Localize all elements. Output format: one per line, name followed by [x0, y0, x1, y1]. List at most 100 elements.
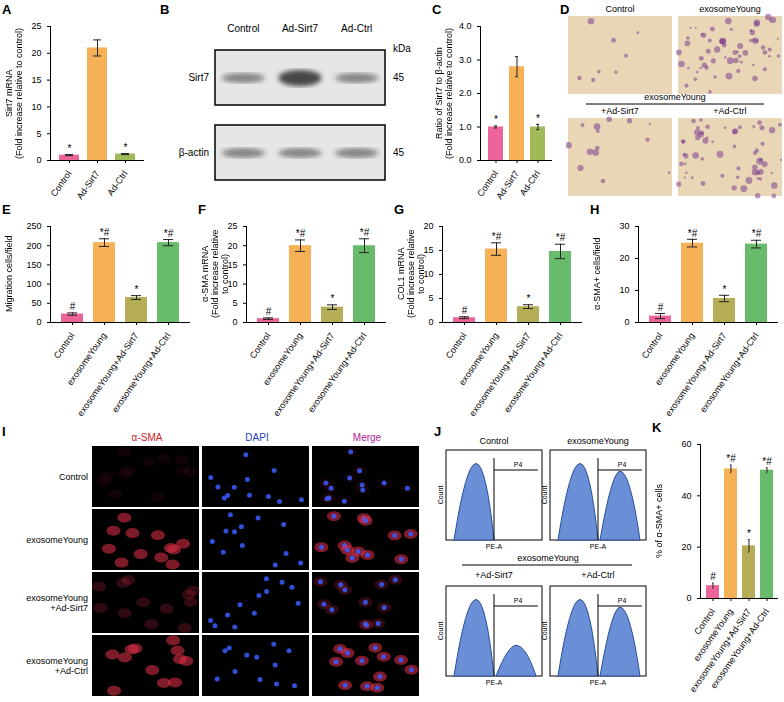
svg-text:PE-A: PE-A — [486, 679, 503, 686]
svg-text:150: 150 — [26, 260, 41, 270]
svg-text:α-SMA: α-SMA — [132, 432, 163, 443]
svg-text:exosomeYoung+Ad-Ctrl: exosomeYoung+Ad-Ctrl — [306, 331, 369, 415]
svg-text:+Ad-Sirt7: +Ad-Sirt7 — [601, 106, 639, 116]
svg-text:Control: Control — [49, 169, 74, 199]
svg-text:60: 60 — [681, 439, 691, 449]
svg-text:exosomeYoung: exosomeYoung — [26, 535, 88, 545]
svg-text:Count: Count — [541, 486, 548, 505]
svg-text:10: 10 — [31, 102, 41, 112]
svg-text:10: 10 — [423, 269, 433, 279]
svg-text:*: * — [124, 142, 128, 153]
svg-text:Ad-Sirt7: Ad-Sirt7 — [494, 169, 521, 201]
svg-text:*: * — [331, 293, 335, 304]
svg-text:100: 100 — [26, 279, 41, 289]
svg-text:45: 45 — [393, 147, 405, 158]
svg-text:Merge: Merge — [353, 432, 382, 443]
svg-text:*: * — [747, 528, 751, 539]
svg-text:P4: P4 — [618, 597, 627, 604]
svg-text:*#: *# — [360, 227, 370, 238]
svg-text:Ad-Ctrl: Ad-Ctrl — [105, 169, 129, 198]
svg-text:PE-A: PE-A — [486, 543, 503, 550]
svg-text:exosomeYoung: exosomeYoung — [644, 92, 706, 102]
svg-text:Control: Control — [479, 436, 508, 446]
svg-text:15: 15 — [31, 75, 41, 85]
svg-text:exosomeYoung+Ad-Sirt7: exosomeYoung+Ad-Sirt7 — [271, 331, 336, 418]
svg-text:*: * — [68, 143, 72, 154]
svg-text:+Ad-Sirt7: +Ad-Sirt7 — [475, 570, 513, 580]
svg-text:20: 20 — [681, 542, 691, 552]
svg-text:10: 10 — [619, 285, 629, 295]
svg-text:3.0: 3.0 — [459, 55, 472, 65]
svg-text:#: # — [462, 305, 468, 316]
svg-text:DAPI: DAPI — [245, 432, 268, 443]
svg-text:exosomeYoung: exosomeYoung — [517, 553, 579, 563]
svg-text:*#: *# — [688, 228, 698, 239]
svg-text:exosomeYoung+Ad-Ctrl: exosomeYoung+Ad-Ctrl — [502, 331, 565, 415]
svg-text:exosomeYoung+Ad-Ctrl: exosomeYoung+Ad-Ctrl — [110, 331, 173, 415]
svg-text:kDa: kDa — [393, 43, 411, 54]
svg-text:*#: *# — [164, 228, 174, 239]
svg-text:+Ad-Ctrl: +Ad-Ctrl — [55, 666, 88, 676]
svg-text:40: 40 — [681, 491, 691, 501]
svg-text:0.0: 0.0 — [459, 155, 472, 165]
svg-text:PE-A: PE-A — [590, 543, 607, 550]
svg-text:*#: *# — [726, 453, 736, 464]
svg-text:50: 50 — [31, 298, 41, 308]
svg-text:0: 0 — [686, 593, 691, 603]
svg-text:0: 0 — [232, 317, 237, 327]
svg-text:*: * — [494, 114, 498, 125]
svg-text:β-actin: β-actin — [179, 147, 209, 158]
svg-text:Count: Count — [437, 486, 444, 505]
svg-text:4.0: 4.0 — [459, 21, 472, 31]
svg-text:#: # — [70, 301, 76, 312]
svg-text:Count: Count — [437, 622, 444, 641]
svg-text:*#: *# — [752, 228, 762, 239]
svg-text:exosomeYoung+Ad-Sirt7: exosomeYoung+Ad-Sirt7 — [663, 331, 728, 418]
svg-text:20: 20 — [31, 48, 41, 58]
svg-text:*: * — [536, 113, 540, 124]
svg-text:Ad-Ctrl: Ad-Ctrl — [341, 23, 372, 34]
svg-text:5: 5 — [36, 129, 41, 139]
svg-text:exosomeYoung: exosomeYoung — [26, 656, 88, 666]
svg-text:25: 25 — [31, 21, 41, 31]
svg-text:exosomeYoung: exosomeYoung — [26, 593, 88, 603]
svg-text:exosomeYoung+Ad-Sirt7: exosomeYoung+Ad-Sirt7 — [467, 331, 532, 418]
svg-text:+Ad-Ctrl: +Ad-Ctrl — [581, 570, 614, 580]
svg-text:exosomeYoung+Ad-Ctrl: exosomeYoung+Ad-Ctrl — [698, 331, 761, 415]
svg-text:20: 20 — [227, 241, 237, 251]
svg-text:Control: Control — [52, 331, 77, 361]
svg-text:exosomeYoung: exosomeYoung — [699, 4, 761, 14]
svg-text:Ad-Ctrl: Ad-Ctrl — [518, 169, 542, 198]
svg-text:exosomeYoung+Ad-Sirt7: exosomeYoung+Ad-Sirt7 — [75, 331, 140, 418]
svg-text:*: * — [135, 284, 139, 295]
svg-text:+Ad-Sirt7: +Ad-Sirt7 — [50, 603, 88, 613]
svg-text:45: 45 — [393, 72, 405, 83]
svg-text:200: 200 — [26, 241, 41, 251]
svg-text:P4: P4 — [618, 461, 627, 468]
svg-text:*#: *# — [492, 231, 502, 242]
svg-text:Control: Control — [640, 331, 665, 361]
svg-text:15: 15 — [227, 260, 237, 270]
svg-text:P4: P4 — [514, 461, 523, 468]
svg-text:PE-A: PE-A — [590, 679, 607, 686]
svg-text:P4: P4 — [514, 597, 523, 604]
svg-text:Control: Control — [227, 23, 259, 34]
svg-text:Control: Control — [248, 331, 273, 361]
svg-text:1.0: 1.0 — [459, 122, 472, 132]
svg-text:Ad-Sirt7: Ad-Sirt7 — [282, 23, 319, 34]
svg-text:5: 5 — [428, 293, 433, 303]
svg-text:Ad-Sirt7: Ad-Sirt7 — [75, 169, 102, 201]
svg-text:+Ad-Ctrl: +Ad-Ctrl — [713, 106, 746, 116]
svg-text:*#: *# — [762, 456, 772, 467]
svg-text:25: 25 — [227, 221, 237, 231]
svg-text:*: * — [723, 284, 727, 295]
svg-text:Control: Control — [59, 472, 88, 482]
svg-text:20: 20 — [423, 221, 433, 231]
svg-text:0: 0 — [428, 317, 433, 327]
svg-text:Control: Control — [605, 4, 634, 14]
svg-text:0: 0 — [624, 317, 629, 327]
svg-text:#: # — [710, 571, 716, 582]
svg-text:exosomeYoung+Ad-Ctrl: exosomeYoung+Ad-Ctrl — [708, 607, 771, 691]
svg-text:Control: Control — [444, 331, 469, 361]
svg-text:*#: *# — [296, 228, 306, 239]
